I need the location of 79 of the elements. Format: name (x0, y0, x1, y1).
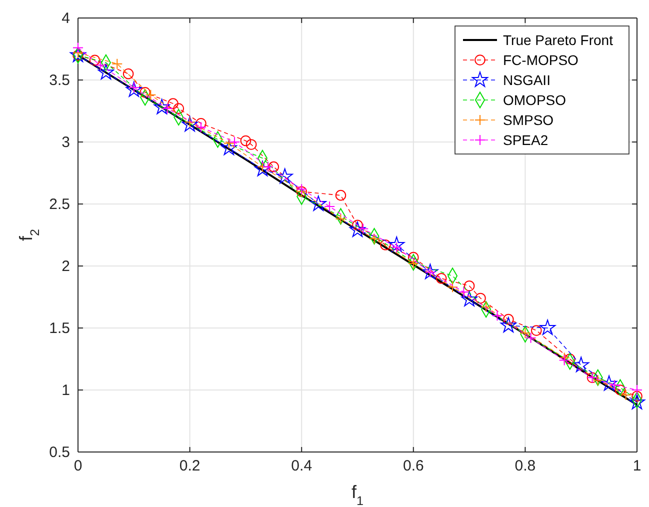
point (368, 233, 380, 244)
point (458, 286, 470, 298)
point (601, 375, 618, 391)
y-tick-label: 2 (62, 258, 70, 275)
point (240, 135, 252, 146)
point (530, 325, 542, 336)
point (447, 282, 458, 293)
point (380, 240, 391, 250)
y-tick-label: 3 (62, 134, 70, 151)
point (112, 58, 123, 70)
point (408, 252, 419, 263)
point (126, 82, 142, 97)
point (254, 160, 270, 176)
point (564, 354, 576, 364)
point (94, 60, 106, 71)
point (296, 184, 308, 195)
legend-label: SMPSO (503, 112, 554, 128)
point (422, 264, 438, 280)
legend-label: FC-MOPSO (503, 52, 579, 68)
legend-label: SPEA2 (503, 132, 548, 148)
point (268, 161, 280, 172)
point (614, 384, 626, 396)
point (70, 46, 86, 62)
y-tick-label: 0.5 (49, 444, 70, 461)
y-tick-label: 2.5 (49, 196, 70, 213)
point (408, 258, 419, 270)
point (276, 168, 293, 184)
point (464, 280, 475, 292)
y-tick-label: 4 (62, 10, 70, 27)
point (122, 68, 134, 80)
point (492, 310, 503, 322)
point (632, 384, 642, 396)
legend-label: NSGAII (503, 72, 550, 88)
point (620, 389, 632, 400)
y-tick-label: 1.5 (49, 320, 70, 337)
point (195, 122, 206, 133)
point (335, 213, 346, 224)
x-tick-label: 0 (74, 458, 82, 475)
point (388, 236, 405, 252)
y-tick-label: 1 (62, 382, 70, 399)
point (154, 98, 170, 114)
point (173, 103, 184, 114)
point (246, 139, 257, 150)
x-tick-label: 0.2 (179, 458, 200, 475)
y-tick-label: 3.5 (49, 72, 70, 89)
point (573, 356, 590, 372)
point (349, 222, 366, 237)
x-tick-label: 0.8 (514, 458, 536, 475)
point (436, 273, 447, 284)
point (72, 42, 84, 54)
x-axis-title: f$_{1}$ (351, 482, 364, 507)
point (324, 200, 336, 212)
x-tick-label: 0.6 (402, 458, 424, 475)
point (480, 301, 492, 312)
point (628, 394, 646, 410)
point (520, 327, 531, 338)
x-tick-label: 1 (632, 458, 642, 475)
point (475, 292, 486, 304)
point (98, 64, 114, 80)
point (168, 98, 178, 109)
point (220, 140, 237, 156)
legend-label: OMOPSO (503, 92, 566, 108)
point (592, 374, 604, 386)
point (632, 390, 642, 402)
point (310, 196, 326, 211)
point (196, 118, 206, 129)
point (229, 136, 240, 148)
point (500, 317, 516, 332)
point (335, 190, 346, 201)
point (558, 354, 570, 366)
point (145, 89, 156, 100)
point (140, 87, 150, 98)
x-tick-label: 0.4 (291, 458, 312, 475)
point (525, 332, 536, 344)
point (540, 320, 556, 335)
legend-label: True Pareto Front (503, 32, 614, 48)
point (461, 291, 478, 306)
point (89, 54, 100, 66)
point (182, 116, 198, 132)
